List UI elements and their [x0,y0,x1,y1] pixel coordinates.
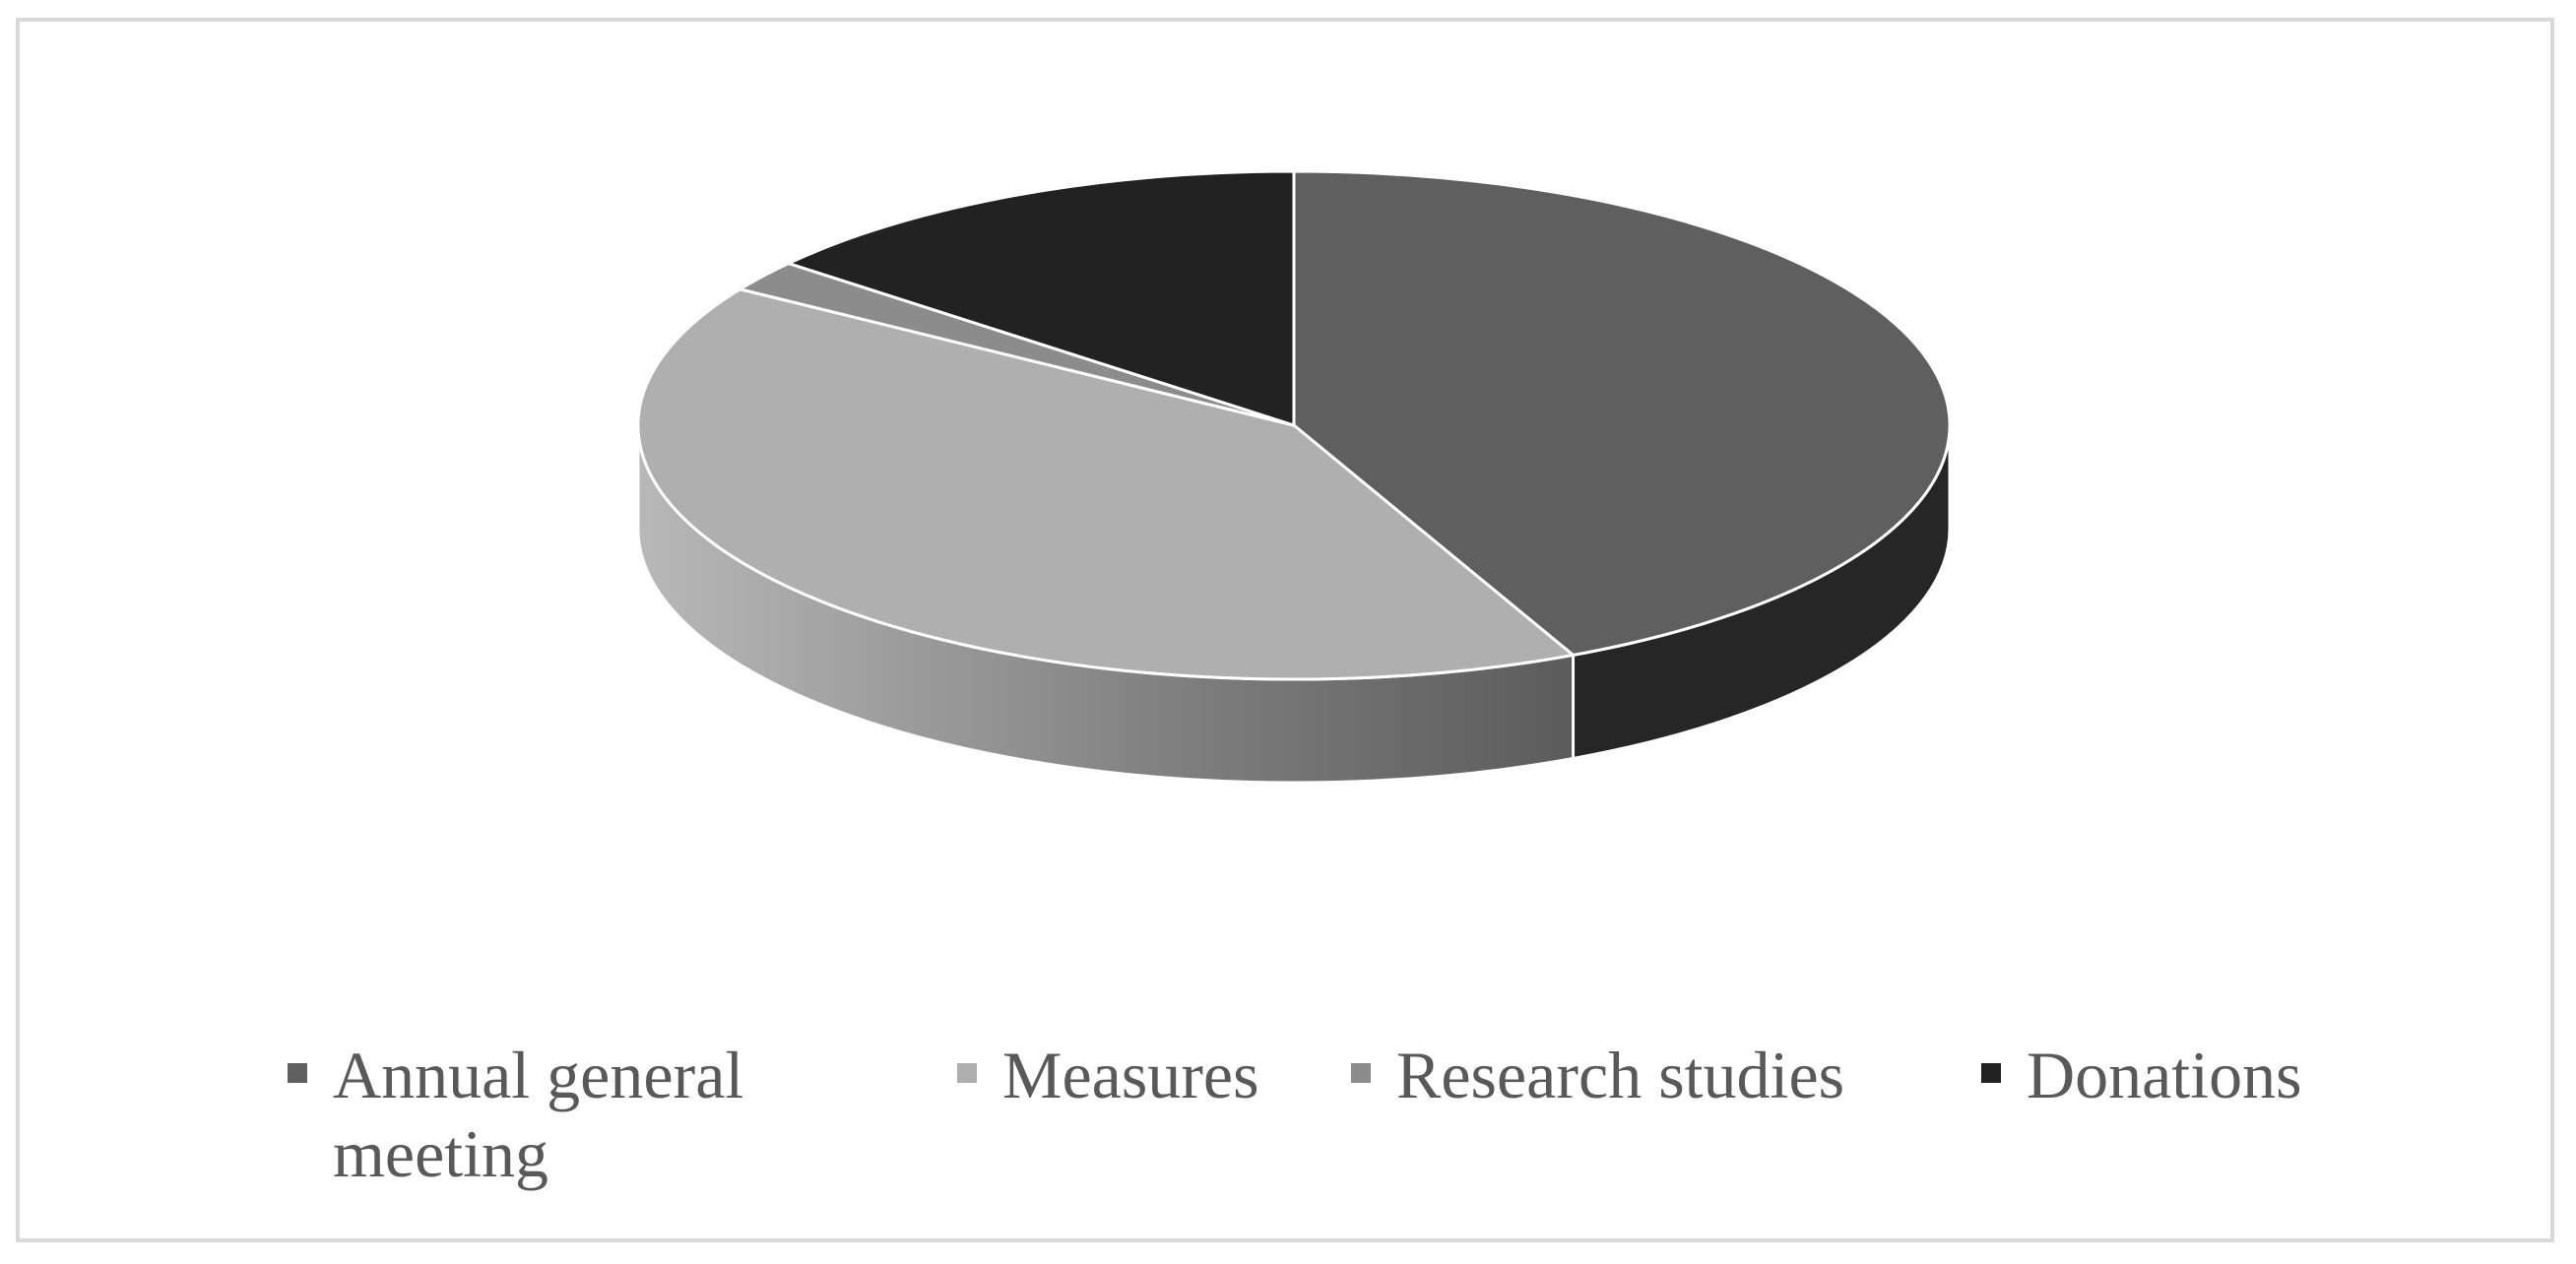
pie-top-slices [636,169,1952,681]
pie-slice-donations [784,169,1296,428]
legend-label-annual-general-meeting: Annual general meeting [333,1038,744,1191]
legend-item-research-studies: Research studies [1351,1036,1844,1114]
pie-chart [636,169,1952,785]
legend-swatch-donations [1981,1063,2001,1083]
legend-swatch-research-studies [1351,1063,1371,1083]
legend-swatch-measures [957,1063,977,1083]
legend-label-measures: Measures [1002,1038,1259,1112]
legend-label-research-studies: Research studies [1396,1038,1845,1112]
legend-label-donations: Donations [2027,1038,2302,1112]
pie-slice-measures [636,287,1578,681]
legend-item-donations: Donations [1981,1036,2302,1114]
legend-item-annual-general-meeting: Annual general meeting [288,1036,839,1193]
pie-slice-annual-general-meeting [1292,169,1952,658]
legend-swatch-annual-general-meeting [288,1063,307,1083]
chart-frame: Annual general meeting Measures Research… [16,18,2554,1242]
legend: Annual general meeting Measures Research… [20,1036,2550,1203]
legend-item-measures: Measures [957,1036,1259,1114]
